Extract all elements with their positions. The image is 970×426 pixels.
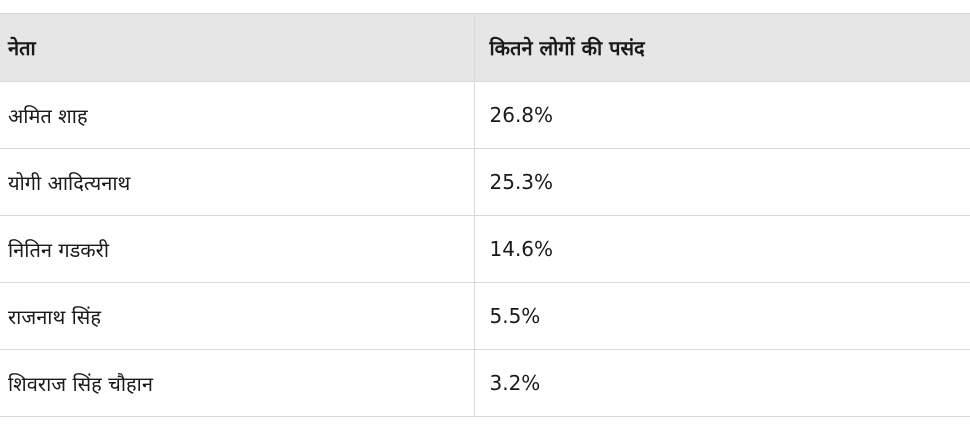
preference-percent: 26.8% bbox=[473, 81, 970, 149]
table-body: अमित शाह 26.8% योगी आदित्यनाथ 25.3% निति… bbox=[0, 81, 970, 417]
table-row: नितिन गडकरी 14.6% bbox=[0, 215, 970, 283]
preference-percent: 5.5% bbox=[473, 282, 970, 350]
poll-table: नेता कितने लोगों की पसंद अमित शाह 26.8% … bbox=[0, 13, 970, 417]
leader-name: राजनाथ सिंह bbox=[0, 282, 474, 350]
leader-name: योगी आदित्यनाथ bbox=[0, 148, 474, 216]
header-row: नेता कितने लोगों की पसंद bbox=[0, 13, 970, 82]
header-preference: कितने लोगों की पसंद bbox=[473, 13, 970, 82]
leader-name: शिवराज सिंह चौहान bbox=[0, 349, 474, 417]
preference-percent: 25.3% bbox=[473, 148, 970, 216]
header-leader: नेता bbox=[0, 13, 474, 82]
table-header: नेता कितने लोगों की पसंद bbox=[0, 13, 970, 82]
preference-percent: 3.2% bbox=[473, 349, 970, 417]
table-row: राजनाथ सिंह 5.5% bbox=[0, 282, 970, 350]
leader-name: अमित शाह bbox=[0, 81, 474, 149]
leader-name: नितिन गडकरी bbox=[0, 215, 474, 283]
poll-table-container: नेता कितने लोगों की पसंद अमित शाह 26.8% … bbox=[0, 13, 970, 417]
preference-percent: 14.6% bbox=[473, 215, 970, 283]
table-row: योगी आदित्यनाथ 25.3% bbox=[0, 148, 970, 216]
table-row: अमित शाह 26.8% bbox=[0, 81, 970, 149]
table-row: शिवराज सिंह चौहान 3.2% bbox=[0, 349, 970, 417]
